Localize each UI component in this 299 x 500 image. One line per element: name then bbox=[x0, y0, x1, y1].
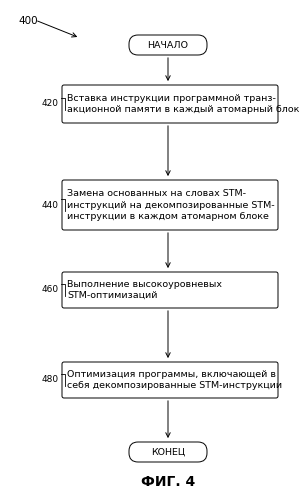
Text: Замена основанных на словах STM-
инструкций на декомпозированные STM-
инструкции: Замена основанных на словах STM- инструк… bbox=[67, 190, 274, 220]
FancyBboxPatch shape bbox=[62, 272, 278, 308]
Text: 420: 420 bbox=[42, 100, 59, 108]
FancyBboxPatch shape bbox=[129, 442, 207, 462]
Text: ФИГ. 4: ФИГ. 4 bbox=[141, 475, 195, 489]
Text: КОНЕЦ: КОНЕЦ bbox=[151, 448, 185, 456]
Text: НАЧАЛО: НАЧАЛО bbox=[147, 40, 188, 50]
Text: 440: 440 bbox=[42, 200, 59, 209]
Text: Выполнение высокоуровневых
STM-оптимизаций: Выполнение высокоуровневых STM-оптимизац… bbox=[67, 280, 222, 300]
Text: 400: 400 bbox=[18, 16, 38, 26]
FancyBboxPatch shape bbox=[129, 35, 207, 55]
FancyBboxPatch shape bbox=[62, 85, 278, 123]
Text: Вставка инструкции программной транз-
акционной памяти в каждый атомарный блок: Вставка инструкции программной транз- ак… bbox=[67, 94, 299, 114]
Text: 480: 480 bbox=[42, 376, 59, 384]
Text: 460: 460 bbox=[42, 286, 59, 294]
Text: Оптимизация программы, включающей в
себя декомпозированные STM-инструкции: Оптимизация программы, включающей в себя… bbox=[67, 370, 282, 390]
FancyBboxPatch shape bbox=[62, 362, 278, 398]
FancyBboxPatch shape bbox=[62, 180, 278, 230]
